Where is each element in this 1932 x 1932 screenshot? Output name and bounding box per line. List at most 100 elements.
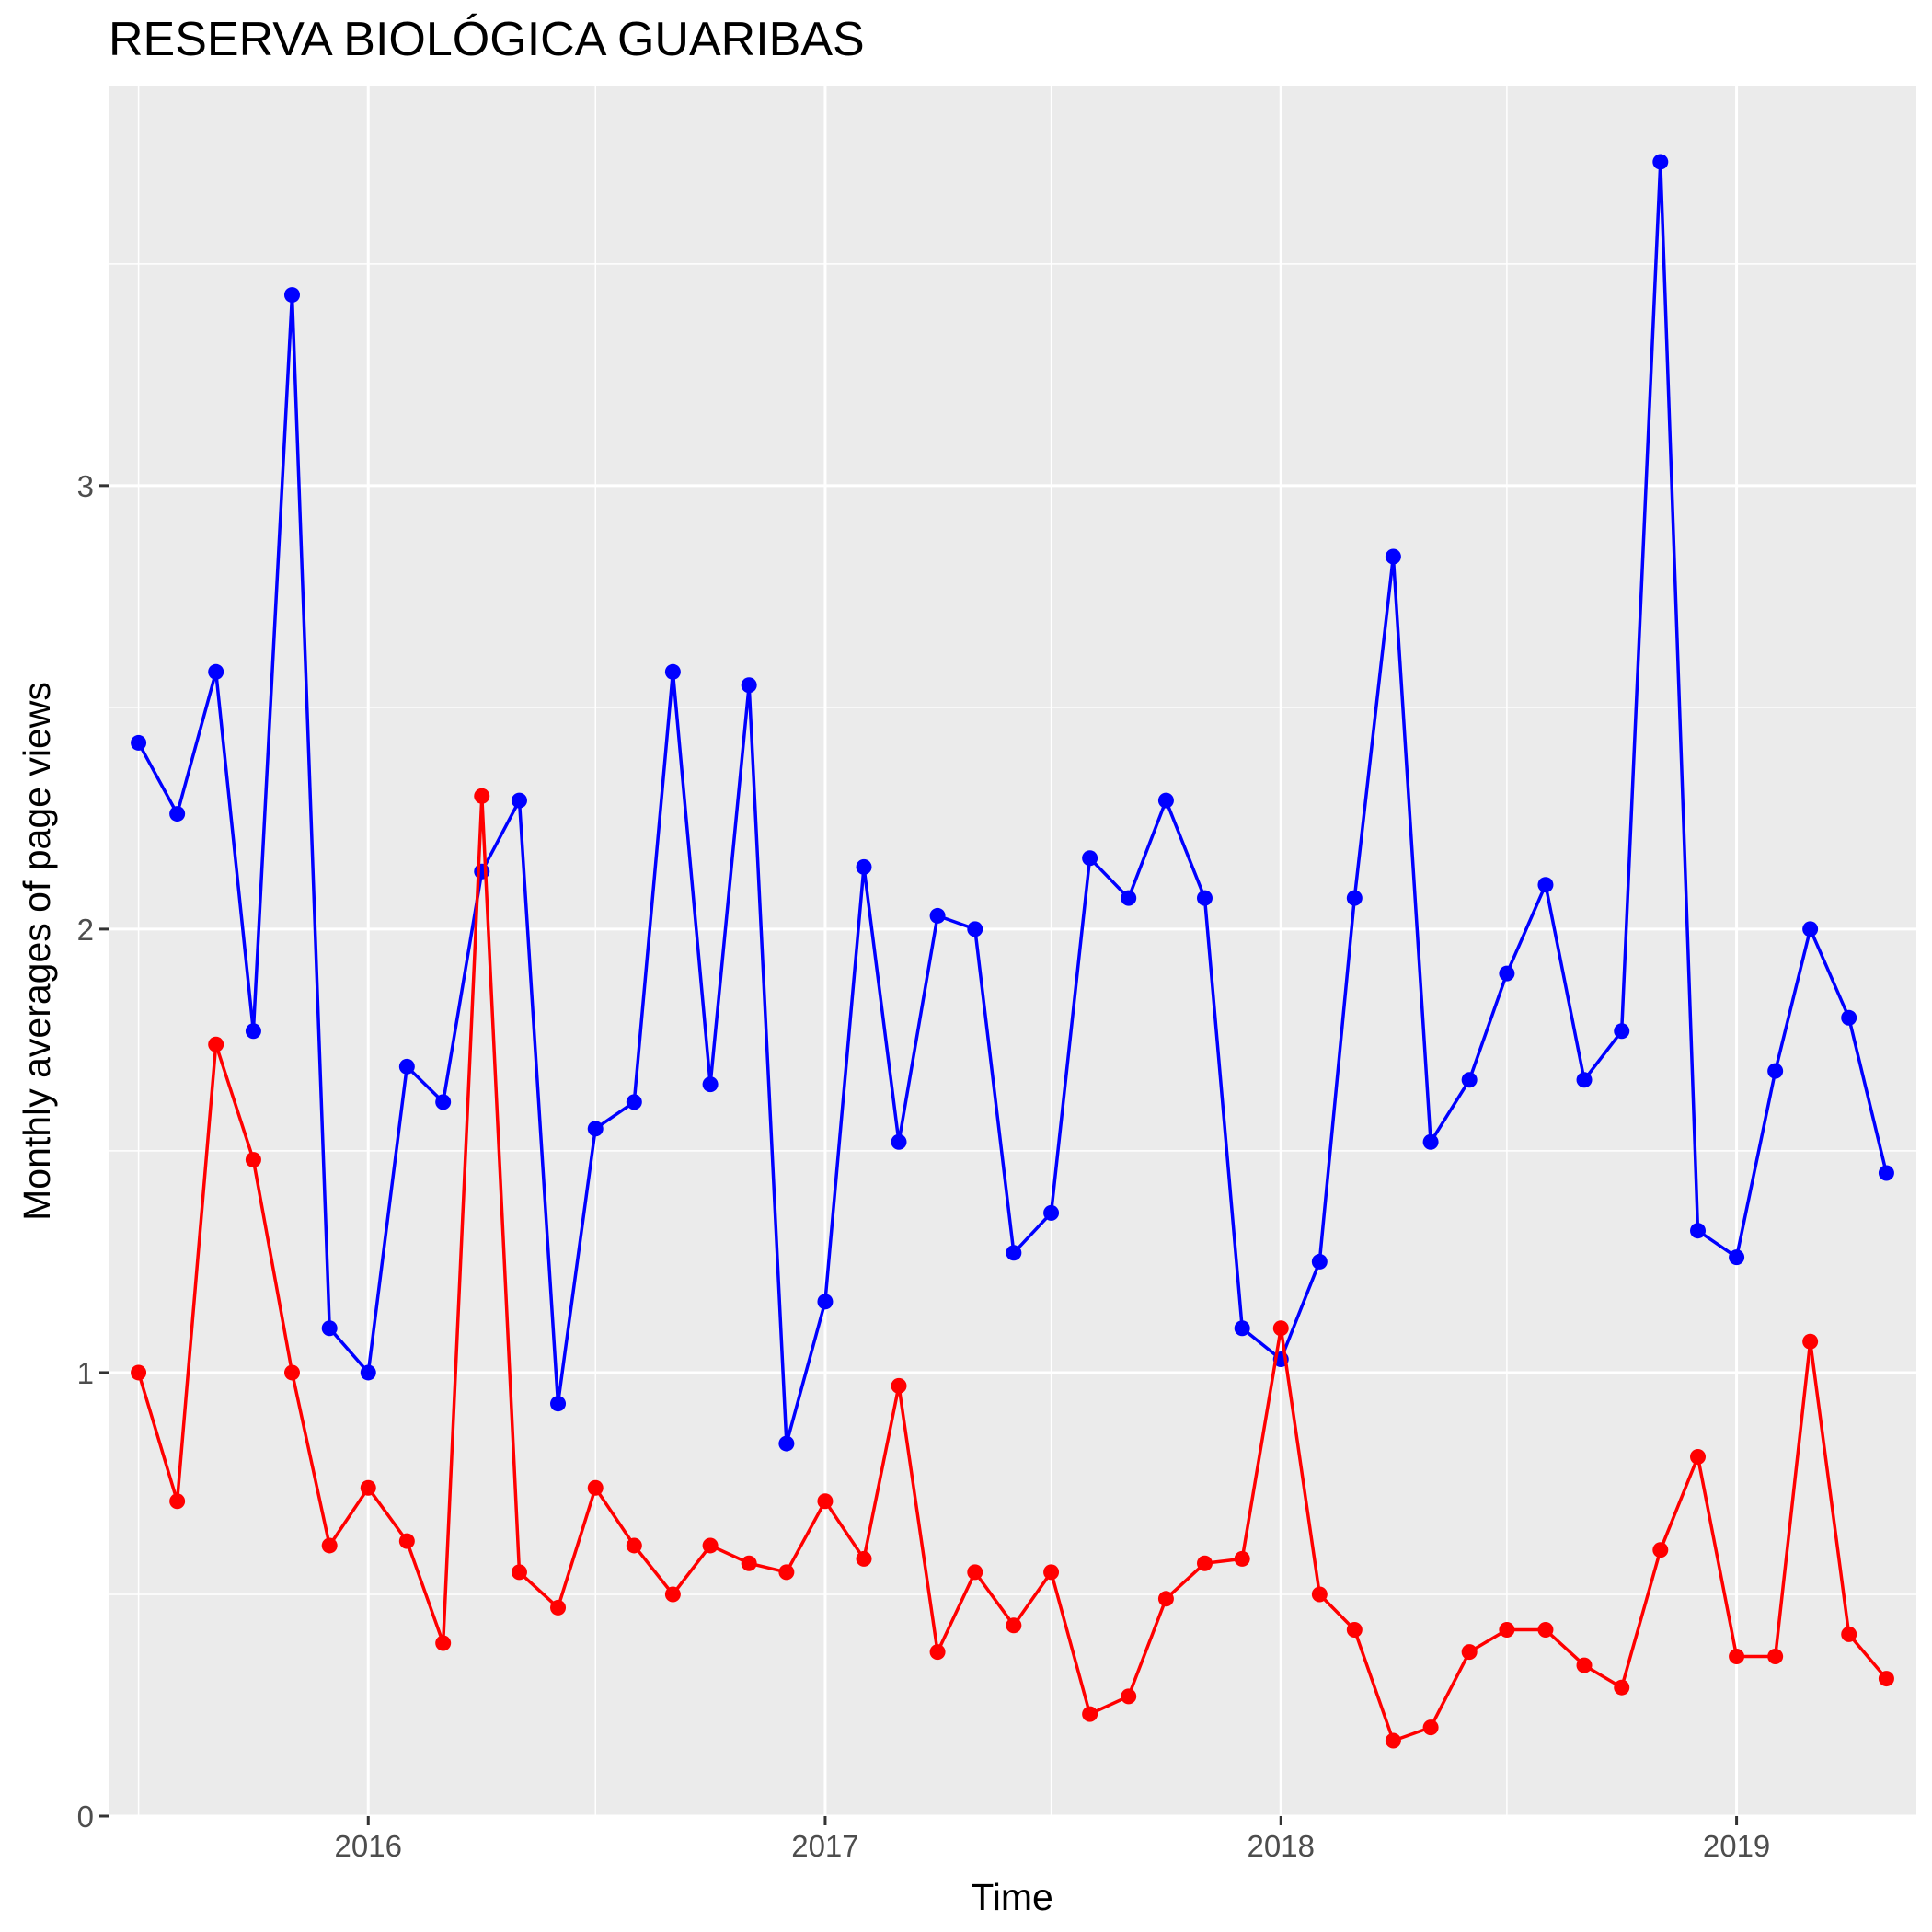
- data-point: [1767, 1648, 1784, 1664]
- y-tick-label: 2: [77, 913, 94, 947]
- data-point: [1385, 548, 1401, 565]
- data-point: [169, 806, 186, 822]
- data-point: [1461, 1072, 1478, 1088]
- data-point: [1537, 877, 1554, 893]
- data-point: [1461, 1644, 1478, 1661]
- x-tick-label: 2019: [1703, 1829, 1770, 1863]
- data-point: [929, 1644, 946, 1661]
- data-point: [587, 1121, 604, 1137]
- data-point: [1311, 1253, 1328, 1270]
- data-point: [817, 1493, 834, 1510]
- x-tick-label: 2018: [1248, 1829, 1315, 1863]
- data-point: [1121, 890, 1137, 906]
- series-layer: [131, 154, 1894, 1749]
- data-point: [169, 1493, 186, 1510]
- data-point: [435, 1635, 452, 1651]
- data-point: [550, 1599, 567, 1616]
- data-point: [1878, 1671, 1894, 1687]
- data-point: [360, 1364, 376, 1381]
- data-point: [474, 788, 490, 804]
- data-point: [1422, 1719, 1439, 1736]
- data-point: [1043, 1564, 1060, 1581]
- series-2: [131, 788, 1894, 1749]
- data-point: [1311, 1586, 1328, 1603]
- data-point: [550, 1396, 567, 1412]
- data-point: [1841, 1009, 1857, 1026]
- data-point: [1499, 1622, 1515, 1639]
- data-point: [856, 1550, 872, 1567]
- data-point: [321, 1320, 338, 1337]
- data-point: [1614, 1023, 1630, 1040]
- data-point: [891, 1133, 907, 1150]
- chart-title: RESERVA BIOLÓGICA GUARIBAS: [109, 13, 865, 66]
- data-point: [360, 1479, 376, 1496]
- data-point: [1006, 1617, 1022, 1634]
- axes: 0 1 2 3 2016 2017 2018 2019: [77, 469, 1771, 1863]
- data-point: [398, 1533, 415, 1549]
- data-point: [817, 1294, 834, 1310]
- data-point: [1729, 1249, 1745, 1266]
- data-point: [1006, 1245, 1022, 1261]
- y-tick-label: 1: [77, 1356, 94, 1390]
- data-point: [283, 287, 300, 304]
- data-point: [1196, 890, 1213, 906]
- data-point: [664, 1586, 681, 1603]
- data-point: [1196, 1555, 1213, 1571]
- data-point: [131, 734, 147, 751]
- data-point: [1841, 1626, 1857, 1642]
- data-point: [1234, 1550, 1250, 1567]
- data-point: [1346, 1622, 1363, 1639]
- data-point: [778, 1435, 795, 1452]
- data-point: [967, 1564, 983, 1581]
- data-point: [929, 907, 946, 924]
- data-point: [1082, 1706, 1098, 1722]
- y-tick-label: 0: [77, 1800, 94, 1834]
- data-point: [1878, 1165, 1894, 1181]
- data-point: [967, 921, 983, 937]
- data-point: [891, 1377, 907, 1394]
- data-point: [1082, 850, 1098, 867]
- data-point: [398, 1058, 415, 1075]
- data-point: [778, 1564, 795, 1581]
- data-point: [1802, 921, 1819, 937]
- data-point: [321, 1537, 338, 1554]
- data-point: [741, 1555, 757, 1571]
- data-point: [131, 1364, 147, 1381]
- data-point: [1729, 1648, 1745, 1664]
- x-tick-label: 2017: [791, 1829, 858, 1863]
- data-point: [1422, 1133, 1439, 1150]
- grid: [109, 86, 1916, 1818]
- data-point: [1537, 1622, 1554, 1639]
- data-point: [511, 1564, 527, 1581]
- data-point: [1272, 1320, 1289, 1337]
- plot-panel: [109, 86, 1916, 1816]
- data-point: [435, 1094, 452, 1110]
- x-tick-label: 2016: [335, 1829, 402, 1863]
- data-point: [702, 1537, 719, 1554]
- data-point: [587, 1479, 604, 1496]
- data-point: [702, 1076, 719, 1093]
- data-point: [283, 1364, 300, 1381]
- data-point: [245, 1023, 261, 1040]
- data-point: [1157, 792, 1174, 809]
- data-point: [741, 677, 757, 694]
- data-point: [626, 1537, 642, 1554]
- data-point: [511, 792, 527, 809]
- data-point: [1576, 1657, 1593, 1673]
- data-point: [626, 1094, 642, 1110]
- data-point: [1690, 1449, 1707, 1466]
- data-point: [1802, 1333, 1819, 1350]
- data-point: [1690, 1223, 1707, 1239]
- data-point: [208, 663, 224, 680]
- data-point: [1499, 965, 1515, 982]
- data-point: [1121, 1688, 1137, 1705]
- data-point: [1385, 1732, 1401, 1749]
- data-point: [1652, 1542, 1669, 1558]
- data-point: [208, 1036, 224, 1052]
- data-point: [245, 1152, 261, 1168]
- y-axis-title: Monthly averages of page views: [16, 682, 58, 1221]
- data-point: [1157, 1591, 1174, 1607]
- data-point: [1346, 890, 1363, 906]
- data-point: [1652, 154, 1669, 170]
